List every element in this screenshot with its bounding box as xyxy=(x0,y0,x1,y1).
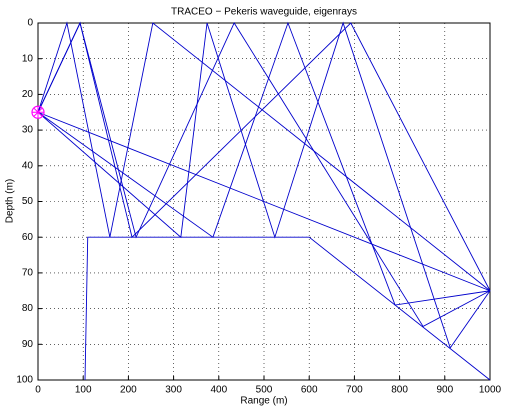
y-tick-label: 40 xyxy=(22,160,34,171)
x-tick-label: 100 xyxy=(75,385,92,396)
y-tick-label: 90 xyxy=(22,339,34,350)
y-tick-label: 30 xyxy=(22,125,34,136)
x-tick-label: 200 xyxy=(120,385,137,396)
x-tick-label: 1000 xyxy=(479,385,502,396)
ray xyxy=(37,21,491,349)
x-tick-label: 0 xyxy=(35,385,41,396)
y-tick-label: 100 xyxy=(16,375,33,386)
x-tick-label: 400 xyxy=(210,385,227,396)
y-tick-label: 0 xyxy=(27,18,33,29)
x-tick-label: 300 xyxy=(165,385,182,396)
ray xyxy=(37,21,491,292)
x-tick-label: 800 xyxy=(391,385,408,396)
ray xyxy=(37,21,491,328)
y-tick-label: 10 xyxy=(22,53,34,64)
chart-title: TRACEO − Pekeris waveguide, eigenrays xyxy=(171,7,357,18)
ray xyxy=(84,236,491,381)
ray xyxy=(37,21,491,291)
source-star xyxy=(32,106,44,119)
y-tick-label: 60 xyxy=(22,232,34,243)
x-tick-label: 900 xyxy=(436,385,453,396)
x-tick-label: 500 xyxy=(256,385,273,396)
x-tick-label: 600 xyxy=(301,385,318,396)
y-tick-label: 80 xyxy=(22,303,34,314)
y-tick-label: 20 xyxy=(22,89,34,100)
x-axis-label: Range (m) xyxy=(240,396,287,407)
y-axis-label: Depth (m) xyxy=(5,179,16,223)
ray xyxy=(37,21,491,306)
x-tick-label: 700 xyxy=(346,385,363,396)
y-tick-label: 70 xyxy=(22,268,34,279)
y-tick-label: 50 xyxy=(22,196,34,207)
